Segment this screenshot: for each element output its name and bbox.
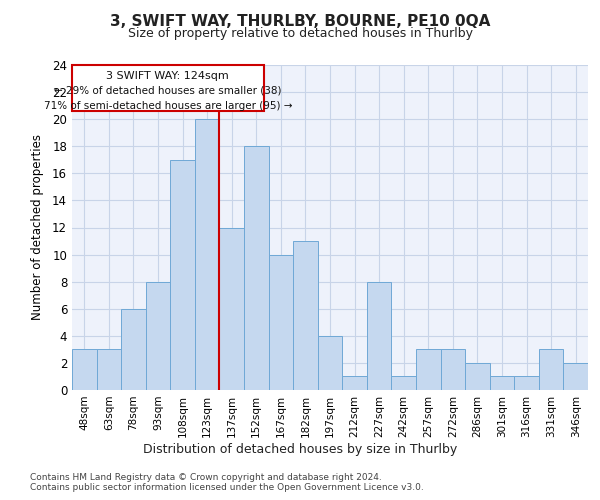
Bar bbox=[244, 146, 269, 390]
Text: 3 SWIFT WAY: 124sqm: 3 SWIFT WAY: 124sqm bbox=[106, 71, 229, 81]
Bar bbox=[465, 363, 490, 390]
Bar bbox=[563, 363, 588, 390]
Text: 71% of semi-detached houses are larger (95) →: 71% of semi-detached houses are larger (… bbox=[44, 101, 292, 111]
Text: ← 29% of detached houses are smaller (38): ← 29% of detached houses are smaller (38… bbox=[54, 86, 281, 96]
Bar bbox=[195, 119, 220, 390]
Text: Contains public sector information licensed under the Open Government Licence v3: Contains public sector information licen… bbox=[30, 484, 424, 492]
Text: 3, SWIFT WAY, THURLBY, BOURNE, PE10 0QA: 3, SWIFT WAY, THURLBY, BOURNE, PE10 0QA bbox=[110, 14, 490, 29]
Bar bbox=[269, 254, 293, 390]
Bar bbox=[416, 350, 440, 390]
Bar bbox=[318, 336, 342, 390]
Bar bbox=[97, 350, 121, 390]
Bar bbox=[72, 350, 97, 390]
Bar bbox=[146, 282, 170, 390]
Text: Distribution of detached houses by size in Thurlby: Distribution of detached houses by size … bbox=[143, 442, 457, 456]
Bar bbox=[121, 308, 146, 390]
Bar bbox=[367, 282, 391, 390]
Bar bbox=[220, 228, 244, 390]
Bar bbox=[490, 376, 514, 390]
Bar bbox=[342, 376, 367, 390]
Bar bbox=[514, 376, 539, 390]
Text: Contains HM Land Registry data © Crown copyright and database right 2024.: Contains HM Land Registry data © Crown c… bbox=[30, 472, 382, 482]
FancyBboxPatch shape bbox=[72, 65, 263, 111]
Bar bbox=[170, 160, 195, 390]
Y-axis label: Number of detached properties: Number of detached properties bbox=[31, 134, 44, 320]
Bar bbox=[440, 350, 465, 390]
Text: Size of property relative to detached houses in Thurlby: Size of property relative to detached ho… bbox=[128, 28, 473, 40]
Bar bbox=[293, 241, 318, 390]
Bar bbox=[539, 350, 563, 390]
Bar bbox=[391, 376, 416, 390]
